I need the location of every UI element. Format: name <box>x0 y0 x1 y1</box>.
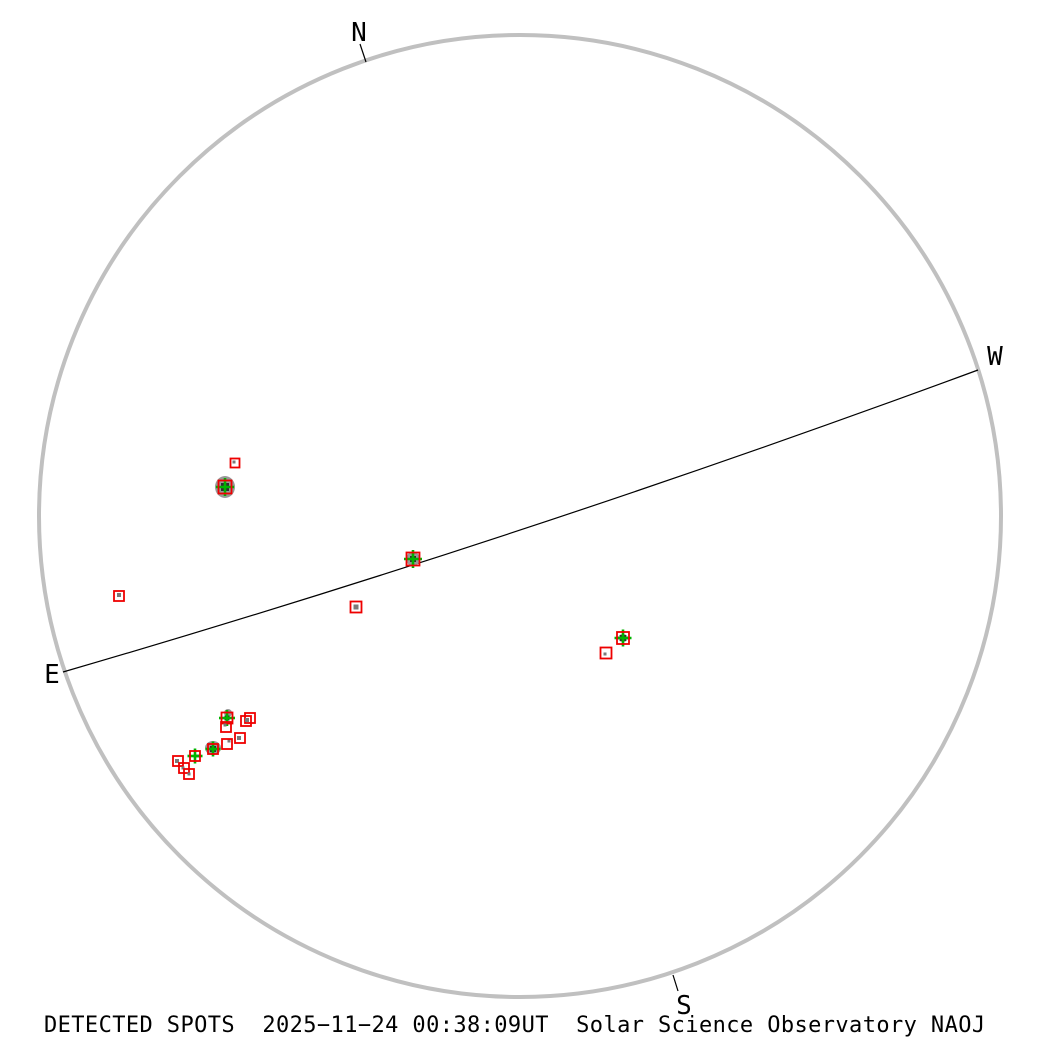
sunspot-marker-umbra <box>219 709 235 726</box>
compass-label-s: S <box>676 991 692 1021</box>
compass-label-w: W <box>987 342 1003 372</box>
sunspot-marker-pore <box>221 738 233 750</box>
compass-label-e: E <box>44 660 60 690</box>
sunspot-marker-umbra <box>215 476 235 498</box>
sunspot-marker-pore <box>234 732 246 744</box>
solar-limb-circle <box>37 33 1003 999</box>
sunspot-marker-pore <box>183 768 195 780</box>
sunspot-marker-pore <box>599 646 613 660</box>
compass-tick-n <box>359 43 367 63</box>
sunspot-marker-pore <box>172 755 184 767</box>
detection-box <box>220 721 232 733</box>
sunspot-marker-umbra <box>404 550 422 568</box>
detection-box <box>113 590 125 602</box>
sunspot-marker-umbra <box>187 748 203 764</box>
detection-box <box>240 715 252 727</box>
spot-dot <box>232 460 236 464</box>
detection-box <box>616 631 630 645</box>
sunspot-marker-pore <box>220 721 232 733</box>
caption: DETECTED SPOTS 2025−11−24 00:38:09UT Sol… <box>44 1013 986 1038</box>
detection-box <box>220 711 234 725</box>
sunspot-marker-pore <box>349 600 363 614</box>
detection-box <box>349 600 363 614</box>
sunspot-marker-pore <box>240 715 252 727</box>
detection-box <box>217 479 233 495</box>
sunspot-marker-umbra <box>205 741 221 757</box>
sunspot-marker-pore <box>229 457 241 469</box>
spot-dot <box>117 593 121 597</box>
sunspot-marker-umbra <box>614 629 632 647</box>
detection-box <box>189 750 201 762</box>
sunspot-marker-pore <box>113 590 125 602</box>
detection-box <box>599 646 613 660</box>
detection-box <box>207 743 219 755</box>
detection-box <box>183 768 195 780</box>
spot-dot <box>353 604 359 610</box>
detection-box <box>229 457 241 469</box>
detection-box <box>234 732 246 744</box>
spot-dot <box>237 736 241 740</box>
spot-dot <box>245 718 249 722</box>
solar-equator-line <box>62 369 979 673</box>
spot-dot <box>175 759 179 763</box>
spot-dot <box>227 739 231 743</box>
spot-dot <box>223 723 227 727</box>
compass-label-n: N <box>351 18 367 48</box>
compass-tick-s <box>672 974 679 992</box>
spot-dot <box>181 766 185 770</box>
detection-box <box>405 551 421 567</box>
spot-dot <box>187 772 191 776</box>
spot-dot <box>603 652 607 656</box>
detection-box <box>221 738 233 750</box>
detection-box <box>172 755 184 767</box>
